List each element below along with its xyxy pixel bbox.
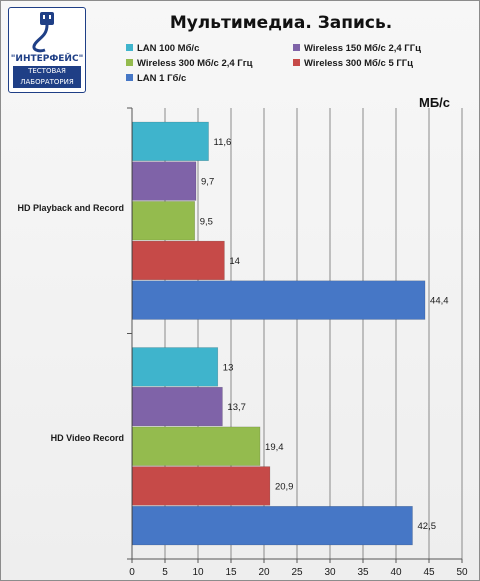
data-label: 11,6 (214, 137, 232, 148)
legend-swatch (126, 59, 133, 66)
x-tick-label: 0 (129, 567, 135, 578)
data-label: 44,4 (430, 296, 449, 307)
category-label-hd-playback-and-record: HD Playback and Record (17, 203, 124, 213)
data-label: 13,7 (227, 402, 246, 413)
legend-item-wireless-300-2g: Wireless 300 Мб/с 2,4 Ггц (126, 58, 253, 70)
legend-label: Wireless 300 Мб/с 5 ГГц (304, 58, 413, 69)
x-tick-label: 45 (423, 567, 435, 578)
data-label: 19,4 (265, 442, 284, 453)
legend-label: LAN 1 Гб/с (137, 73, 187, 84)
data-label: 20,9 (275, 481, 294, 492)
x-tick-label: 40 (390, 567, 402, 578)
data-label: 13 (223, 362, 234, 373)
data-label: 9,5 (200, 216, 213, 227)
legend-label: Wireless 150 Мб/с 2,4 ГГц (304, 43, 421, 54)
x-tick-label: 35 (357, 567, 369, 578)
legend-item-wireless-150-2g: Wireless 150 Мб/с 2,4 ГГц (293, 43, 421, 55)
bar (132, 466, 271, 506)
category-label-hd-video-record: HD Video Record (50, 433, 124, 443)
logo-subtitle-line1: ТЕСТОВАЯ (28, 67, 66, 75)
x-tick-label: 50 (456, 567, 468, 578)
x-tick-label: 15 (225, 567, 237, 578)
value-unit-label: МБ/с (419, 95, 451, 110)
legend-swatch (126, 44, 133, 51)
data-label: 14 (229, 256, 240, 267)
x-tick-label: 25 (291, 567, 303, 578)
chart-title: Мультимедиа. Запись. (169, 13, 393, 33)
bar (132, 347, 219, 387)
logo-subtitle-line2: ЛАБОРАТОРИЯ (20, 78, 74, 86)
x-tick-label: 5 (162, 567, 168, 578)
x-tick-label: 10 (192, 567, 204, 578)
legend-label: LAN 100 Мб/с (137, 43, 200, 54)
legend-swatch (126, 74, 133, 81)
bar (132, 506, 413, 546)
logo-subtitle: ТЕСТОВАЯ ЛАБОРАТОРИЯ (13, 66, 81, 88)
x-tick-label: 20 (258, 567, 270, 578)
bar (132, 121, 209, 161)
bar (132, 426, 261, 466)
legend-item-lan-100: LAN 100 Мб/с (126, 43, 199, 55)
legend-swatch (293, 59, 300, 66)
bar (132, 201, 195, 241)
data-label: 9,7 (201, 177, 214, 188)
plug-icon (32, 12, 54, 53)
legend-swatch (293, 44, 300, 51)
bar (132, 161, 197, 201)
legend-item-lan-1g: LAN 1 Гб/с (126, 73, 186, 85)
bar (132, 240, 225, 281)
bar (132, 280, 426, 320)
legend-label: Wireless 300 Мб/с 2,4 Ггц (137, 58, 253, 69)
interface-lab-logo: "ИНТЕРФЕЙС" ТЕСТОВАЯ ЛАБОРАТОРИЯ (8, 7, 86, 93)
logo-brand: "ИНТЕРФЕЙС" (10, 54, 84, 64)
bar (132, 386, 223, 427)
legend-item-wireless-300-5g: Wireless 300 Мб/с 5 ГГц (293, 58, 413, 70)
data-label: 42,5 (418, 521, 437, 532)
x-tick-label: 30 (324, 567, 336, 578)
